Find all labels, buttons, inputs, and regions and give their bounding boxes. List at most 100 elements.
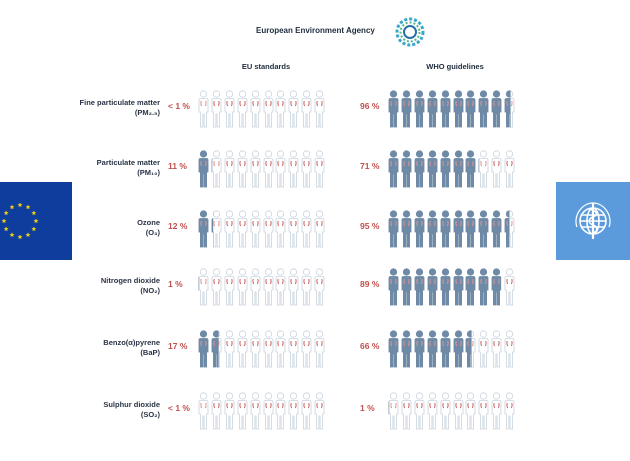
who-person-icon — [491, 150, 502, 193]
eu-person-icon — [314, 330, 325, 373]
eu-person-icon — [224, 90, 235, 133]
who-person-icon — [440, 392, 451, 435]
who-person-icon — [478, 210, 489, 253]
who-person-icon — [401, 330, 412, 373]
who-guidelines-title: WHO guidelines — [426, 62, 484, 71]
who-percentage: 96 % — [360, 101, 380, 111]
who-person-icon — [401, 392, 412, 435]
who-person-icon — [427, 210, 438, 253]
pollutant-label: Particulate matter (PM₁₀) — [40, 158, 160, 178]
eu-person-icon — [250, 392, 261, 435]
eu-person-icon — [211, 392, 222, 435]
who-person-icon — [491, 330, 502, 373]
who-person-icon — [414, 268, 425, 311]
pollutant-name: Particulate matter — [96, 158, 160, 167]
eu-person-icon — [198, 330, 209, 373]
who-person-icon — [401, 210, 412, 253]
eu-person-icon — [198, 210, 209, 253]
eu-person-icon — [275, 330, 286, 373]
who-person-icon — [453, 90, 464, 133]
eu-person-icon — [211, 330, 222, 373]
eu-person-icon — [275, 392, 286, 435]
eu-person-icon — [263, 330, 274, 373]
eu-person-icon — [250, 330, 261, 373]
eu-person-icon — [301, 392, 312, 435]
who-person-icon — [414, 330, 425, 373]
eu-person-icon — [211, 150, 222, 193]
eu-person-icon — [237, 392, 248, 435]
agency-name: European Environment Agency — [256, 26, 375, 35]
eu-person-icon — [224, 210, 235, 253]
who-person-icon — [465, 150, 476, 193]
eu-person-icon — [301, 268, 312, 311]
eu-person-icon — [237, 90, 248, 133]
who-person-icon — [401, 268, 412, 311]
eu-person-icon — [263, 210, 274, 253]
who-person-icon — [453, 330, 464, 373]
who-person-icon — [388, 90, 399, 133]
eu-person-icon — [198, 268, 209, 311]
who-flag-icon — [556, 182, 630, 260]
eu-person-icon — [250, 268, 261, 311]
eu-person-icon — [275, 90, 286, 133]
eu-percentage: 17 % — [168, 341, 188, 351]
eu-star-icon — [17, 202, 23, 208]
who-person-icon — [440, 150, 451, 193]
eu-person-icon — [237, 210, 248, 253]
who-person-icon — [465, 268, 476, 311]
eu-person-icon — [314, 90, 325, 133]
who-person-icon — [401, 150, 412, 193]
eu-star-icon — [1, 218, 7, 224]
eu-person-icon — [263, 268, 274, 311]
pollutant-label: Nitrogen dioxide (NO₂) — [40, 276, 160, 296]
who-person-icon — [504, 210, 515, 253]
who-person-icon — [504, 392, 515, 435]
who-person-icon — [491, 90, 502, 133]
who-person-icon — [414, 392, 425, 435]
eu-star-icon — [17, 234, 23, 240]
who-person-icon — [453, 392, 464, 435]
who-person-icon — [440, 90, 451, 133]
eu-percentage: 11 % — [168, 161, 187, 171]
who-person-icon — [465, 210, 476, 253]
eu-star-icon — [31, 210, 37, 216]
eu-person-icon — [237, 330, 248, 373]
eu-person-icon — [250, 150, 261, 193]
eu-star-icon — [33, 218, 39, 224]
eu-standards-title: EU standards — [241, 62, 291, 71]
who-percentage: 1 % — [360, 403, 375, 413]
who-person-icon — [504, 150, 515, 193]
eu-person-icon — [314, 268, 325, 311]
eu-percentage: < 1 % — [168, 403, 190, 413]
eu-person-icon — [211, 210, 222, 253]
eu-person-icon — [211, 90, 222, 133]
eu-person-icon — [288, 268, 299, 311]
eu-person-icon — [198, 150, 209, 193]
who-person-icon — [465, 90, 476, 133]
who-person-icon — [504, 330, 515, 373]
pollutant-name: Nitrogen dioxide — [100, 276, 160, 285]
pollutant-name: Sulphur dioxide — [103, 400, 160, 409]
eu-person-icon — [288, 330, 299, 373]
who-person-icon — [465, 330, 476, 373]
eu-person-icon — [198, 392, 209, 435]
eu-person-icon — [314, 210, 325, 253]
eu-person-icon — [198, 90, 209, 133]
who-percentage: 95 % — [360, 221, 380, 231]
who-person-icon — [491, 210, 502, 253]
eu-person-icon — [314, 150, 325, 193]
pollutant-formula: (O₃) — [145, 228, 160, 237]
pollutant-name: Benzo(α)pyrene — [103, 338, 160, 347]
header: European Environment Agency — [0, 16, 630, 48]
eu-person-icon — [224, 268, 235, 311]
who-person-icon — [440, 210, 451, 253]
eu-person-icon — [237, 150, 248, 193]
eu-star-icon — [9, 232, 15, 237]
who-person-icon — [478, 392, 489, 435]
eu-percentage: 1 % — [168, 279, 183, 289]
eu-person-icon — [301, 330, 312, 373]
who-percentage: 89 % — [360, 279, 380, 289]
eea-logo-icon — [395, 17, 425, 47]
eu-percentage: < 1 % — [168, 101, 190, 111]
who-person-icon — [478, 90, 489, 133]
